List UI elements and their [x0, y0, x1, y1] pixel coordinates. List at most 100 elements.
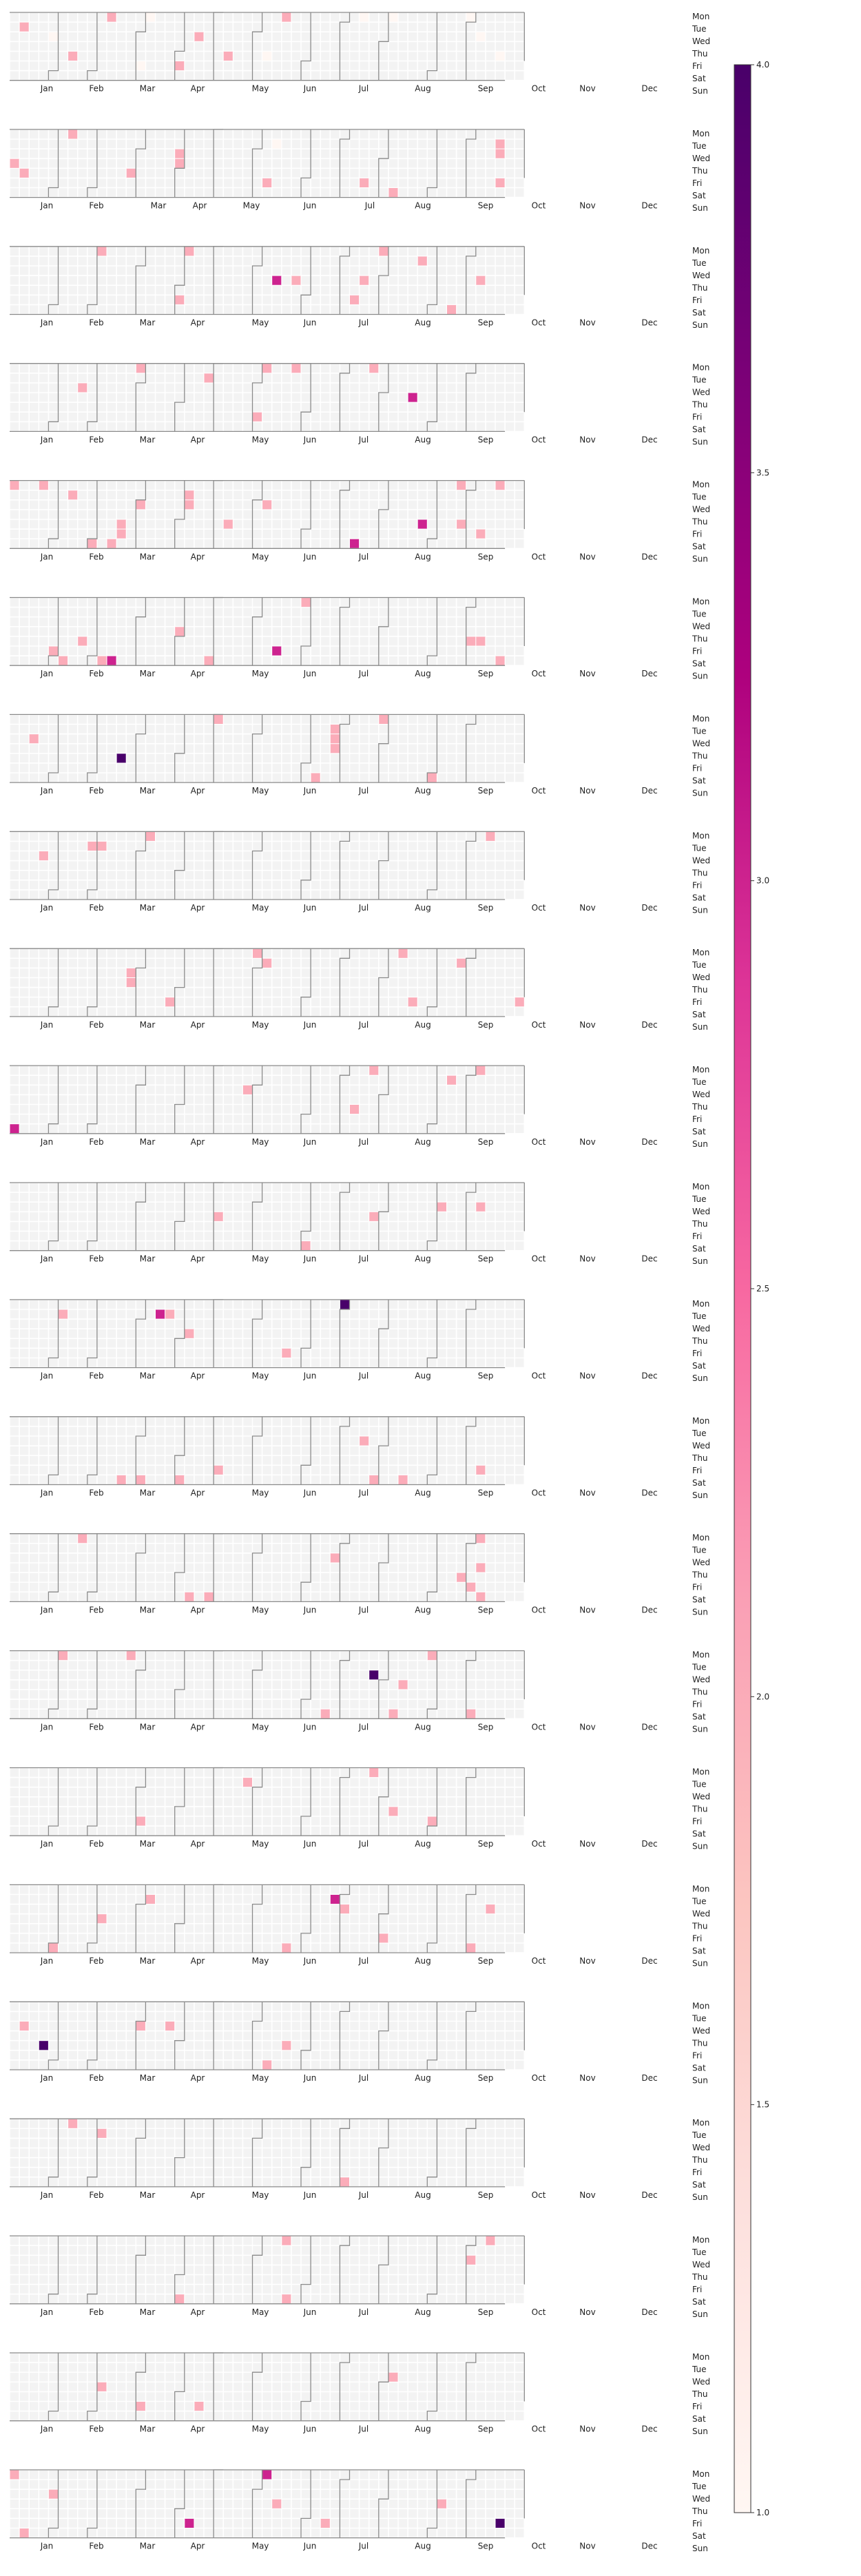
month-boundary-line: [300, 12, 311, 81]
empty-day-cell: [360, 1183, 369, 1192]
empty-day-cell: [185, 842, 194, 851]
empty-day-cell: [97, 71, 107, 80]
empty-day-cell: [253, 1192, 262, 1202]
weekday-label: Wed: [692, 505, 710, 515]
empty-day-cell: [379, 159, 388, 168]
empty-day-cell: [185, 159, 194, 168]
empty-day-cell: [369, 1203, 378, 1212]
empty-day-cell: [486, 276, 495, 285]
empty-day-cell: [311, 422, 320, 431]
empty-day-cell: [185, 169, 194, 178]
empty-day-cell: [30, 1426, 39, 1436]
day-value-cell: [272, 139, 282, 149]
empty-day-cell: [194, 1124, 204, 1133]
empty-day-cell: [272, 393, 281, 402]
empty-day-cell: [156, 988, 165, 997]
weekday-label: Thu: [692, 517, 708, 527]
empty-day-cell: [185, 12, 194, 22]
empty-day-cell: [204, 364, 214, 373]
empty-day-cell: [466, 861, 475, 870]
empty-day-cell: [408, 978, 417, 987]
empty-day-cell: [437, 1183, 446, 1192]
empty-day-cell: [262, 529, 271, 539]
empty-day-cell: [272, 422, 281, 431]
empty-day-cell: [321, 646, 330, 656]
empty-day-cell: [291, 32, 301, 41]
month-label: May: [252, 318, 269, 328]
empty-day-cell: [379, 763, 388, 773]
empty-day-cell: [350, 959, 359, 968]
weekday-label: Thu: [692, 985, 708, 995]
empty-day-cell: [68, 607, 77, 616]
empty-day-cell: [331, 1300, 340, 1309]
empty-day-cell: [30, 519, 39, 529]
day-value-cell: [379, 247, 388, 256]
empty-day-cell: [466, 295, 475, 304]
empty-day-cell: [437, 1192, 446, 1202]
empty-day-cell: [234, 744, 242, 753]
month-label: Dec: [641, 201, 657, 211]
empty-day-cell: [388, 1076, 398, 1085]
empty-day-cell: [78, 607, 87, 616]
empty-day-cell: [39, 627, 48, 636]
empty-day-cell: [234, 997, 242, 1006]
empty-day-cell: [224, 715, 233, 724]
empty-day-cell: [194, 539, 204, 548]
empty-day-cell: [428, 1232, 437, 1240]
empty-day-cell: [10, 490, 19, 499]
empty-day-cell: [515, 988, 524, 997]
empty-day-cell: [388, 266, 398, 276]
empty-day-cell: [321, 529, 330, 539]
empty-day-cell: [175, 393, 184, 402]
empty-day-cell: [194, 851, 204, 860]
empty-day-cell: [311, 1232, 320, 1240]
month-boundary-line: [339, 1183, 351, 1251]
empty-day-cell: [321, 861, 330, 870]
empty-day-cell: [321, 1076, 330, 1085]
empty-day-cell: [495, 42, 505, 51]
empty-day-cell: [78, 997, 87, 1006]
empty-day-cell: [214, 266, 223, 276]
empty-day-cell: [30, 129, 39, 139]
empty-day-cell: [204, 71, 214, 80]
empty-day-cell: [243, 1095, 252, 1104]
empty-day-cell: [282, 1309, 291, 1319]
empty-day-cell: [97, 188, 107, 197]
empty-day-cell: [418, 490, 427, 499]
empty-day-cell: [243, 871, 252, 880]
empty-day-cell: [97, 1358, 107, 1367]
empty-day-cell: [146, 481, 155, 490]
empty-day-cell: [486, 744, 495, 753]
empty-day-cell: [116, 763, 126, 773]
empty-day-cell: [495, 968, 505, 977]
empty-day-cell: [97, 52, 107, 61]
empty-day-cell: [87, 1349, 97, 1358]
empty-day-cell: [30, 1203, 39, 1212]
empty-day-cell: [418, 1124, 427, 1133]
empty-day-cell: [116, 1086, 126, 1094]
panel-outline: [10, 1299, 525, 1369]
empty-day-cell: [350, 169, 359, 178]
empty-day-cell: [49, 413, 58, 422]
empty-day-cell: [136, 481, 145, 490]
month-label: Oct: [532, 201, 546, 211]
empty-day-cell: [350, 510, 359, 519]
empty-day-cell: [428, 61, 437, 70]
empty-day-cell: [379, 1007, 388, 1017]
empty-day-cell: [282, 402, 291, 412]
day-value-cell: [262, 178, 272, 187]
empty-day-cell: [418, 1339, 427, 1348]
month-label: Nov: [579, 1137, 595, 1147]
empty-day-cell: [466, 949, 475, 958]
empty-day-cell: [360, 1300, 369, 1309]
weekday-label: Fri: [692, 1349, 702, 1358]
empty-day-cell: [253, 12, 262, 22]
weekday-label: Wed: [692, 37, 710, 46]
empty-day-cell: [224, 256, 233, 266]
empty-day-cell: [116, 1222, 126, 1231]
empty-day-cell: [39, 949, 48, 958]
empty-day-cell: [30, 1076, 39, 1085]
empty-day-cell: [204, 256, 214, 266]
empty-day-cell: [350, 383, 359, 393]
empty-day-cell: [457, 763, 466, 773]
